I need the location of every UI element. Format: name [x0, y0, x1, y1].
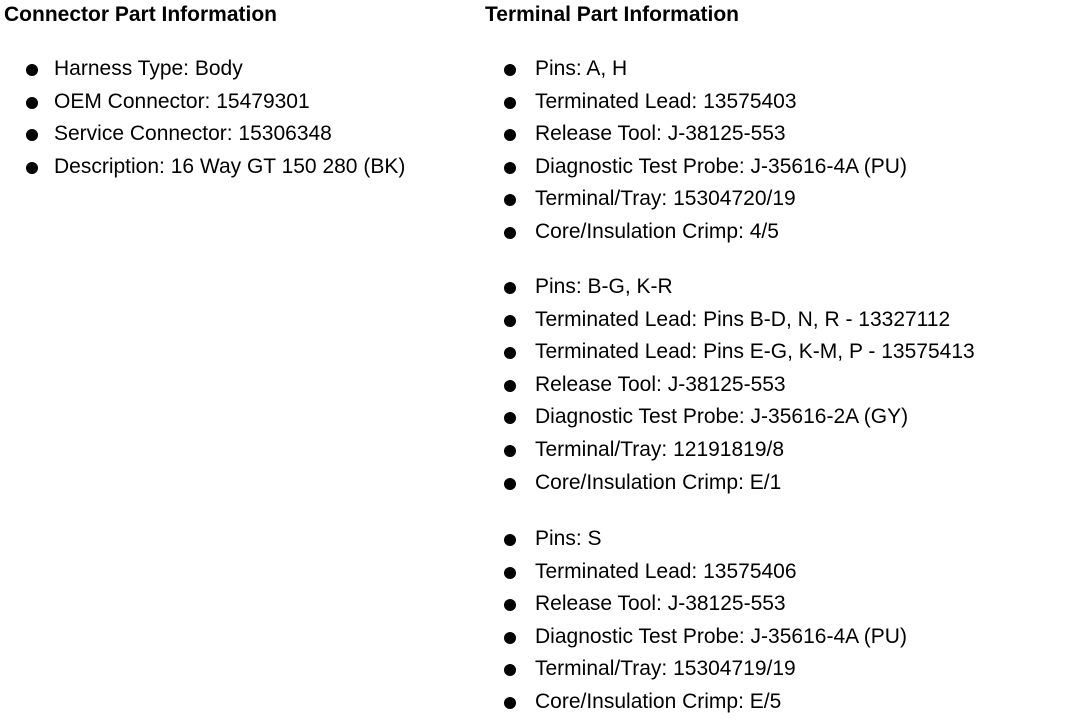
connector-part-information: Connector Part Information Harness Type:… — [4, 0, 405, 178]
bullet-icon — [504, 477, 516, 490]
list-item-text: Terminal/Tray: 12191819/8 — [535, 437, 785, 461]
list-item-text: Terminated Lead: 13575406 — [535, 559, 797, 583]
bullet-icon — [26, 129, 38, 142]
bullet-icon — [504, 631, 516, 644]
list-item-text: Pins: A, H — [535, 57, 628, 80]
bullet-icon — [504, 194, 516, 207]
list-item-text: Terminal/Tray: 15304720/19 — [535, 187, 796, 211]
bullet-icon — [504, 96, 516, 109]
list-item-text: Release Tool: J-38125-553 — [535, 122, 786, 146]
terminal-part-information: Terminal Part Information Pins: A, H Term… — [485, 0, 975, 713]
list-item-text: OEM Connector: 15479301 — [54, 89, 310, 113]
list-item-text: Terminated Lead: 13575403 — [535, 89, 797, 113]
bullet-icon — [504, 226, 516, 239]
list-item-text: Core/Insulation Crimp: E/5 — [535, 689, 782, 713]
bullet-icon — [504, 347, 516, 360]
bullet-icon — [504, 412, 516, 425]
bullet-icon — [504, 534, 516, 546]
list-item-text: Release Tool: J-38125-553 — [535, 592, 786, 616]
bullet-icon — [504, 664, 516, 677]
list-item-text: Diagnostic Test Probe: J-35616-4A (PU) — [535, 624, 907, 648]
list-item-text: Diagnostic Test Probe: J-35616-2A (GY) — [535, 405, 909, 429]
bullet-icon — [26, 161, 38, 174]
list-item-text: Terminal/Tray: 15304719/19 — [535, 657, 796, 681]
bullet-icon — [504, 696, 516, 709]
bullet-icon — [504, 444, 516, 457]
bullet-icon — [504, 64, 516, 76]
list-item-text: Terminated Lead: Pins B-D, N, R - 133271… — [535, 307, 951, 331]
bullet-icon — [504, 314, 516, 327]
bullet-icon — [504, 599, 516, 612]
bullet-icon — [504, 379, 516, 392]
terminal-heading: Terminal Part Information — [485, 3, 739, 26]
list-item-text: Core/Insulation Crimp: 4/5 — [535, 219, 779, 243]
list-item-text: Service Connector: 15306348 — [54, 122, 332, 146]
list-item-text: Diagnostic Test Probe: J-35616-4A (PU) — [535, 154, 907, 178]
bullet-icon — [504, 129, 516, 142]
list-item-text: Release Tool: J-38125-553 — [535, 372, 786, 396]
bullet-icon — [504, 282, 516, 294]
list-item-text: Core/Insulation Crimp: E/1 — [535, 470, 782, 494]
bullet-icon — [26, 96, 38, 109]
list-item-text: Pins: S — [535, 527, 602, 550]
list-item-text: Terminated Lead: Pins E-G, K-M, P - 1357… — [535, 340, 975, 364]
list-item-text: Description: 16 Way GT 150 280 (BK) — [54, 154, 406, 178]
connector-heading: Connector Part Information — [4, 3, 278, 26]
bullet-icon — [504, 566, 516, 579]
bullet-icon — [504, 161, 516, 174]
bullet-icon — [26, 64, 38, 76]
list-item-text: Pins: B-G, K-R — [535, 275, 673, 298]
list-item-text: Harness Type: Body — [54, 57, 243, 80]
